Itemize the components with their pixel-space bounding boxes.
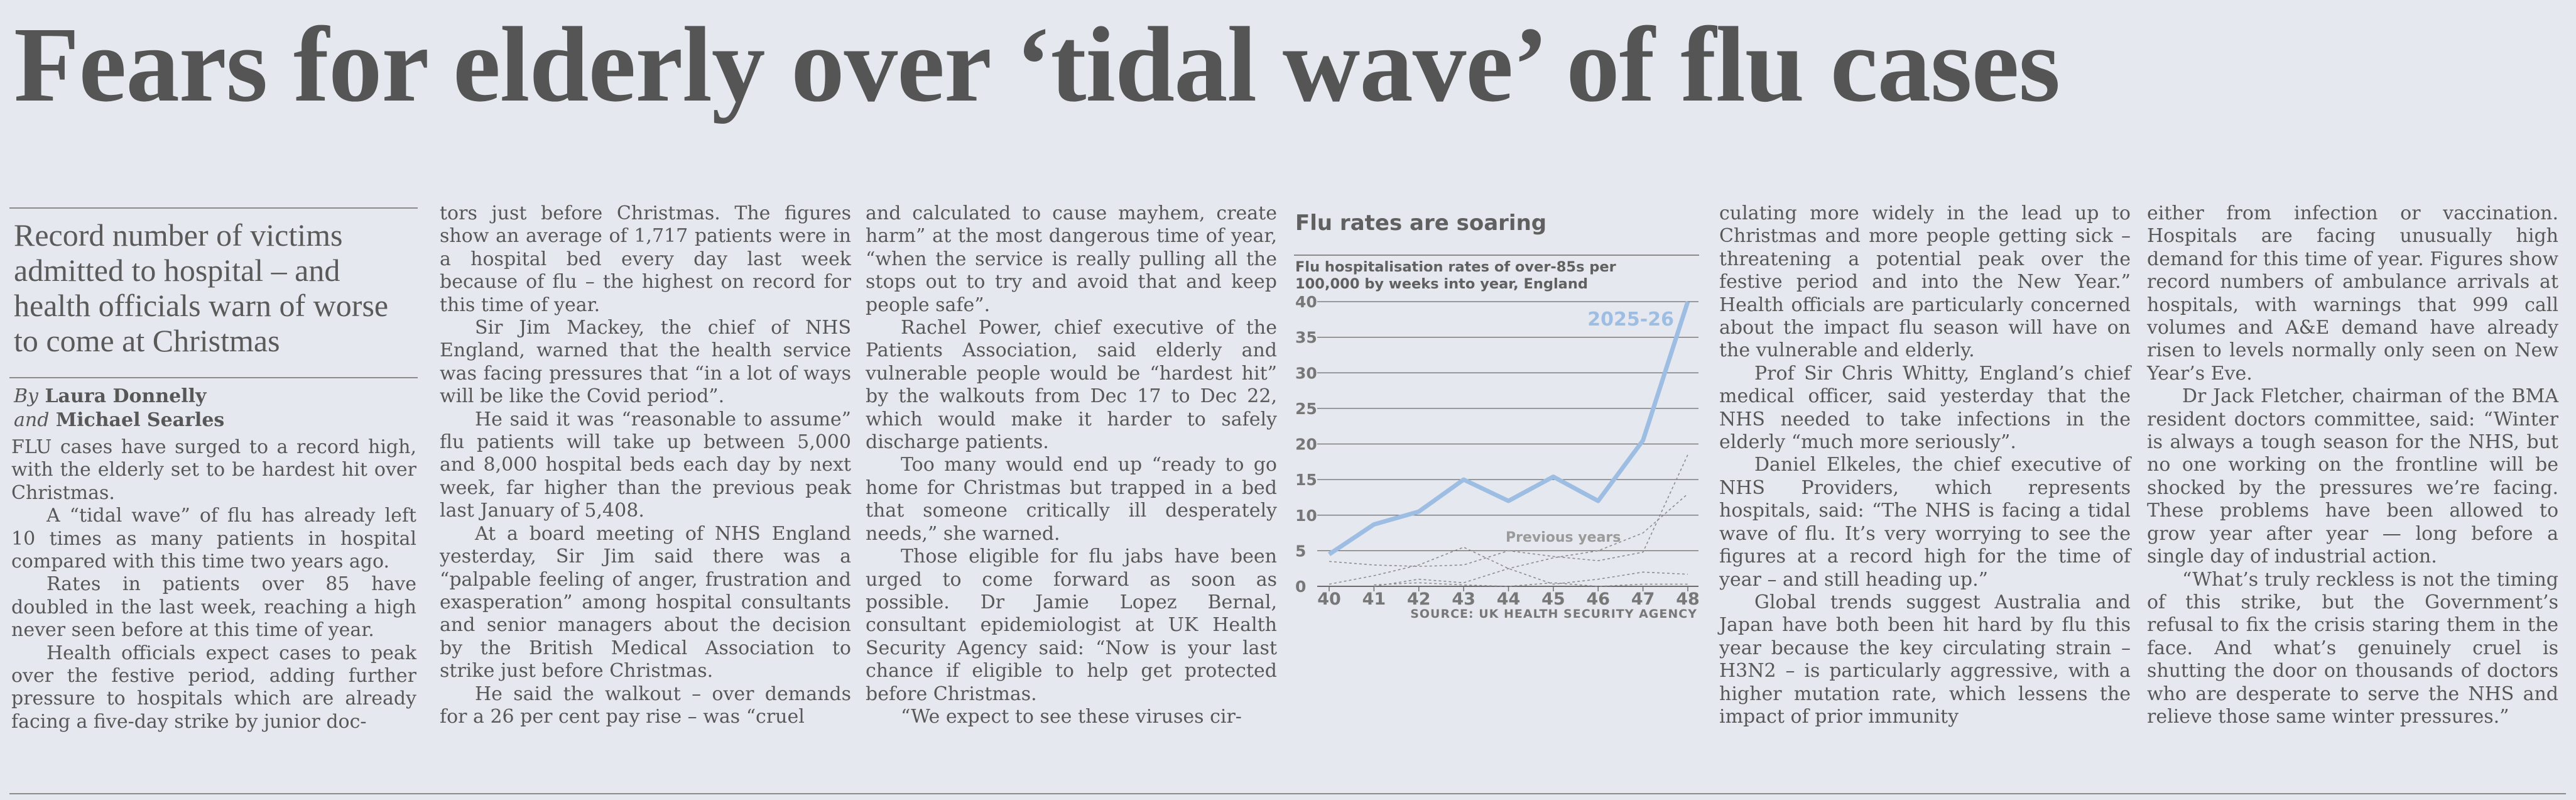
headline: Fears for elderly over ‘tidal wave’ of f…	[14, 5, 2060, 124]
paragraph: He said the walkout – over demands for a…	[440, 682, 851, 728]
article-column-3: and calculated to cause mayhem, create h…	[866, 202, 1277, 728]
chart-title: Flu rates are soaring	[1295, 211, 1547, 236]
annotation-previous-years: Previous years	[1506, 530, 1621, 545]
paragraph: tors just before Christmas. The figures …	[440, 202, 851, 316]
paragraph: Too many would end up “ready to go home …	[866, 454, 1277, 545]
x-tick-label: 40	[1317, 589, 1341, 609]
divider	[9, 377, 418, 378]
byline: By Laura Donnelly and Michael Searles	[14, 385, 224, 432]
y-tick-label: 5	[1295, 542, 1306, 560]
paragraph: either from infection or vaccination. Ho…	[2147, 202, 2558, 385]
paragraph: Global trends suggest Australia and Japa…	[1719, 591, 2131, 728]
y-tick-label: 35	[1295, 329, 1317, 347]
article-column-1: FLU cases have surged to a record high, …	[11, 436, 416, 733]
y-tick-label: 20	[1295, 436, 1317, 454]
x-tick-label: 48	[1676, 589, 1700, 609]
y-tick-label: 10	[1295, 507, 1317, 525]
paragraph: A “tidal wave” of flu has already left 1…	[11, 505, 416, 573]
chart-source: SOURCE: UK HEALTH SECURITY AGENCY	[1410, 607, 1697, 621]
byline-by: By	[14, 385, 38, 407]
byline-and: and	[14, 409, 50, 431]
article-column-6: either from infection or vaccination. Ho…	[2147, 202, 2558, 728]
divider	[9, 207, 418, 209]
standfirst: Record number of victims admitted to hos…	[14, 217, 389, 358]
paragraph: culating more widely in the lead up to C…	[1719, 202, 2131, 362]
chart-subtitle: Flu hospitalisation rates of over-85s pe…	[1295, 259, 1616, 292]
paragraph: Dr Jack Fletcher, chairman of the BMA re…	[2147, 385, 2558, 568]
paragraph: Those eligible for flu jabs have been ur…	[866, 545, 1277, 705]
series-label-2025-26: 2025-26	[1587, 309, 1674, 331]
series-line-previous-year	[1374, 582, 1688, 587]
y-tick-label: 0	[1295, 578, 1306, 596]
x-tick-label: 42	[1407, 589, 1431, 609]
series-line-previous-year	[1329, 454, 1688, 567]
y-tick-label: 25	[1295, 400, 1317, 418]
paragraph: Prof Sir Chris Whitty, England’s chief m…	[1719, 362, 2131, 454]
x-tick-label: 46	[1586, 589, 1610, 609]
x-tick-label: 41	[1362, 589, 1386, 609]
y-tick-label: 15	[1295, 471, 1317, 489]
author-name: Michael Searles	[55, 409, 225, 431]
y-tick-label: 40	[1295, 293, 1317, 311]
paragraph: “What’s truly reckless is not the timing…	[2147, 568, 2558, 728]
paragraph: Health officials expect cases to peak ov…	[11, 642, 416, 733]
y-tick-label: 30	[1295, 364, 1317, 382]
article-column-2: tors just before Christmas. The figures …	[440, 202, 851, 728]
bottom-rule	[9, 793, 2566, 794]
paragraph: Daniel Elkeles, the chief executive of N…	[1719, 454, 2131, 591]
paragraph: FLU cases have surged to a record high, …	[11, 436, 416, 504]
series-line-2025-26	[1328, 300, 1690, 556]
article-column-5: culating more widely in the lead up to C…	[1719, 202, 2131, 728]
x-tick-label: 45	[1541, 589, 1565, 609]
paragraph: Sir Jim Mackey, the chief of NHS England…	[440, 317, 851, 408]
paragraph: Rates in patients over 85 have doubled i…	[11, 573, 416, 642]
paragraph: He said it was “reasonable to assume” fl…	[440, 408, 851, 522]
paragraph: and calculated to cause mayhem, create h…	[866, 202, 1277, 316]
paragraph: “We expect to see these viruses cir-	[901, 705, 1242, 728]
chart-divider	[1294, 255, 1699, 256]
author-name: Laura Donnelly	[45, 385, 207, 407]
x-tick-label: 44	[1497, 589, 1521, 609]
paragraph: At a board meeting of NHS England yester…	[440, 522, 851, 682]
x-tick-label: 47	[1631, 589, 1655, 609]
x-tick-label: 43	[1452, 589, 1475, 609]
paragraph: Rachel Power, chief executive of the Pat…	[866, 317, 1277, 454]
series-line-previous-year	[1329, 546, 1688, 585]
